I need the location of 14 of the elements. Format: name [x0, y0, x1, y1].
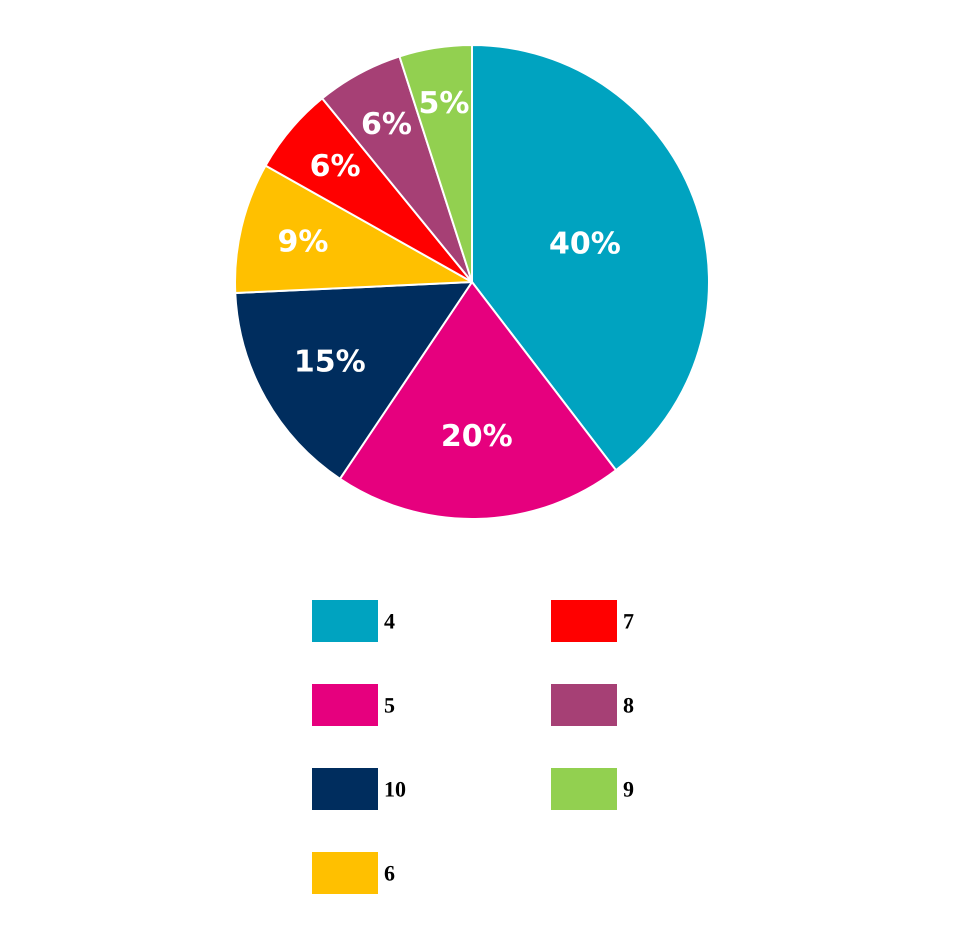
data-label: 15%	[294, 344, 366, 380]
legend-label: 4	[384, 608, 395, 634]
legend-label: 8	[623, 692, 634, 718]
data-label: 9%	[277, 224, 328, 260]
legend-label: 6	[384, 860, 395, 886]
legend-label: 5	[384, 692, 395, 718]
legend-label: 10	[384, 776, 406, 802]
data-label: 40%	[548, 226, 621, 262]
data-label: 20%	[440, 418, 513, 454]
data-label: 6%	[310, 149, 361, 184]
data-label: 5%	[418, 86, 470, 121]
legend-label: 9	[623, 776, 634, 802]
data-label: 6%	[361, 107, 412, 142]
legend-label: 7	[623, 608, 634, 634]
